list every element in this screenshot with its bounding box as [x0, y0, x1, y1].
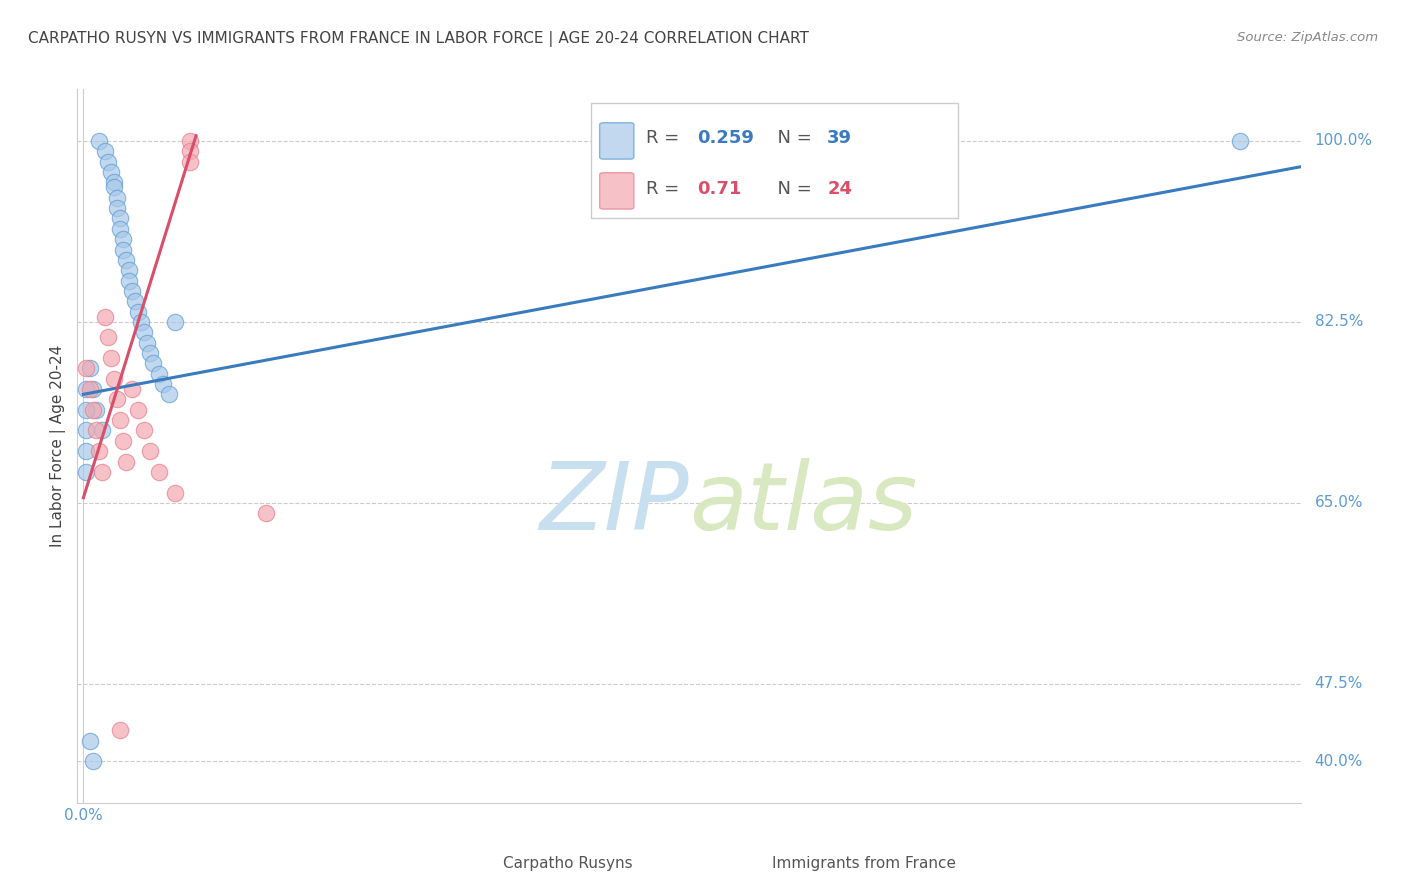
Text: 82.5%: 82.5%: [1315, 314, 1362, 329]
FancyBboxPatch shape: [458, 847, 496, 879]
Point: [179, 134, 201, 148]
Point: [134, 424, 156, 438]
Point: [108, 211, 131, 226]
Point: [79, 361, 101, 376]
Point: [100, 165, 122, 179]
FancyBboxPatch shape: [728, 847, 766, 879]
Point: [93, 145, 115, 159]
Point: [127, 304, 149, 318]
Point: [84, 424, 107, 438]
Text: N =: N =: [766, 180, 817, 198]
Point: [93, 310, 115, 324]
Text: Source: ZipAtlas.com: Source: ZipAtlas.com: [1237, 31, 1378, 45]
Point: [103, 180, 125, 194]
Point: [118, 263, 141, 277]
Y-axis label: In Labor Force | Age 20-24: In Labor Force | Age 20-24: [51, 345, 66, 547]
Point: [129, 315, 152, 329]
Point: [103, 175, 125, 189]
Point: [115, 454, 138, 468]
Point: [79, 382, 101, 396]
Point: [111, 243, 134, 257]
FancyBboxPatch shape: [599, 123, 634, 159]
Point: [75, 361, 97, 376]
Point: [105, 191, 128, 205]
Point: [118, 273, 141, 287]
Text: 0.71: 0.71: [697, 180, 742, 198]
Point: [139, 444, 162, 458]
Point: [108, 413, 131, 427]
Point: [75, 444, 97, 458]
Point: [87, 444, 110, 458]
FancyBboxPatch shape: [599, 173, 634, 209]
Point: [111, 434, 134, 448]
Text: atlas: atlas: [689, 458, 917, 549]
Point: [179, 145, 201, 159]
Point: [1229, 134, 1251, 148]
Point: [97, 330, 120, 344]
Point: [148, 367, 170, 381]
Point: [75, 424, 97, 438]
Text: N =: N =: [766, 128, 817, 146]
Point: [84, 402, 107, 417]
Point: [105, 201, 128, 215]
Text: 39: 39: [827, 128, 852, 146]
Point: [121, 284, 143, 298]
FancyBboxPatch shape: [591, 103, 957, 218]
Point: [90, 465, 112, 479]
Point: [100, 351, 122, 365]
Text: R =: R =: [647, 180, 685, 198]
Point: [142, 356, 165, 370]
Point: [108, 723, 131, 738]
Point: [105, 392, 128, 407]
Point: [79, 733, 101, 747]
Text: Immigrants from France: Immigrants from France: [772, 856, 956, 871]
Point: [134, 325, 156, 339]
Text: R =: R =: [647, 128, 685, 146]
Point: [163, 315, 186, 329]
Point: [127, 402, 149, 417]
Text: 24: 24: [827, 180, 852, 198]
Point: [82, 402, 104, 417]
Point: [152, 376, 174, 391]
Point: [75, 465, 97, 479]
Point: [111, 232, 134, 246]
Point: [82, 755, 104, 769]
Point: [124, 294, 146, 309]
Point: [136, 335, 159, 350]
Point: [87, 134, 110, 148]
Point: [148, 465, 170, 479]
Text: ZIP: ZIP: [540, 458, 689, 549]
Point: [179, 154, 201, 169]
Point: [157, 387, 180, 401]
Point: [115, 252, 138, 267]
Point: [139, 346, 162, 360]
Point: [75, 402, 97, 417]
Point: [75, 382, 97, 396]
Text: CARPATHO RUSYN VS IMMIGRANTS FROM FRANCE IN LABOR FORCE | AGE 20-24 CORRELATION : CARPATHO RUSYN VS IMMIGRANTS FROM FRANCE…: [28, 31, 808, 47]
Point: [103, 372, 125, 386]
Point: [254, 506, 277, 520]
Point: [108, 222, 131, 236]
Text: Carpatho Rusyns: Carpatho Rusyns: [503, 856, 633, 871]
Text: 40.0%: 40.0%: [1315, 754, 1362, 769]
Text: 100.0%: 100.0%: [1315, 134, 1372, 148]
Point: [121, 382, 143, 396]
Text: 0.259: 0.259: [697, 128, 755, 146]
Text: 65.0%: 65.0%: [1315, 495, 1362, 510]
Point: [82, 382, 104, 396]
Point: [163, 485, 186, 500]
Point: [90, 424, 112, 438]
Text: 47.5%: 47.5%: [1315, 676, 1362, 691]
Point: [97, 154, 120, 169]
